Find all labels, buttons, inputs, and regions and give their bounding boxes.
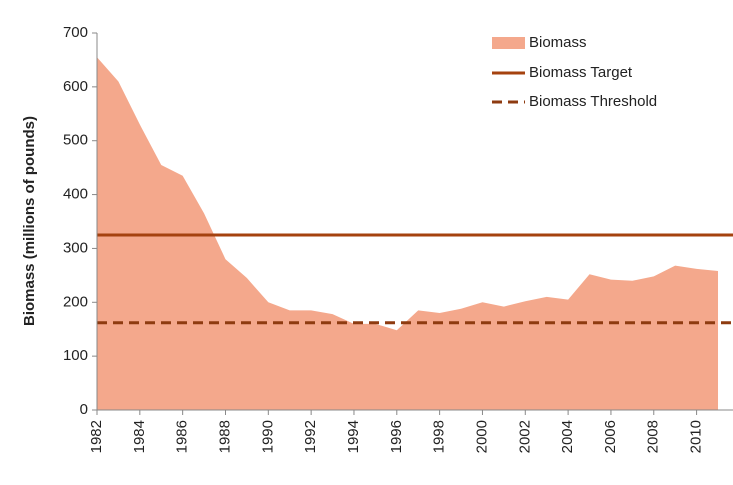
x-tick-label: 1986 xyxy=(174,420,191,453)
legend-label: Biomass Target xyxy=(529,64,633,81)
y-tick-label: 100 xyxy=(63,347,88,364)
x-tick-label: 2010 xyxy=(688,420,705,453)
y-axis-label: Biomass (millions of pounds) xyxy=(21,116,38,326)
x-tick-label: 2000 xyxy=(473,420,490,453)
x-tick-label: 2004 xyxy=(559,420,576,453)
y-tick-label: 400 xyxy=(63,186,88,203)
x-tick-label: 1992 xyxy=(302,420,319,453)
legend-label: Biomass xyxy=(529,34,587,51)
x-tick-label: 2008 xyxy=(645,420,662,453)
legend-swatch xyxy=(492,37,525,49)
y-tick-label: 300 xyxy=(63,239,88,256)
y-tick-label: 600 xyxy=(63,78,88,95)
legend-label: Biomass Threshold xyxy=(529,93,657,110)
y-tick-label: 500 xyxy=(63,132,88,149)
x-tick-label: 1982 xyxy=(88,420,105,453)
x-tick-label: 1988 xyxy=(216,420,233,453)
x-tick-label: 1996 xyxy=(388,420,405,453)
x-tick-label: 1984 xyxy=(131,420,148,453)
x-tick-label: 1994 xyxy=(345,420,362,453)
y-tick-label: 200 xyxy=(63,293,88,310)
x-tick-label: 1998 xyxy=(431,420,448,453)
x-tick-label: 2002 xyxy=(516,420,533,453)
y-tick-label: 700 xyxy=(63,24,88,41)
y-tick-label: 0 xyxy=(80,401,88,418)
x-tick-label: 1990 xyxy=(259,420,276,453)
x-tick-label: 2006 xyxy=(602,420,619,453)
